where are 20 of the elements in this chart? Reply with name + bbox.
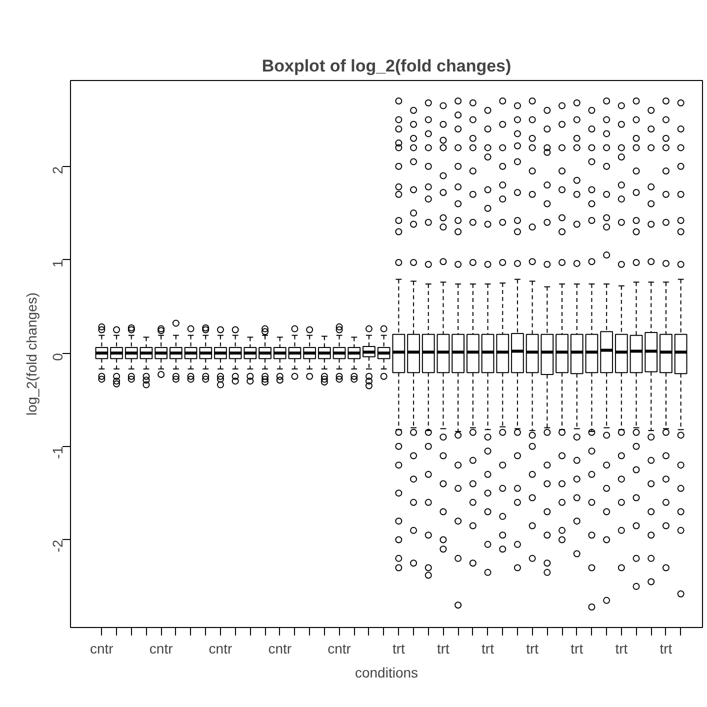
y-tick-label: -2	[50, 540, 66, 552]
y-tick-label: -1	[50, 446, 66, 459]
x-tick-label: cntr	[149, 640, 174, 656]
x-tick-label: cntr	[268, 640, 292, 656]
x-tick-label: trt	[482, 640, 494, 656]
x-tick-label: cntr	[90, 640, 114, 656]
chart-title: Boxplot of log_2(fold changes)	[262, 56, 512, 76]
x-tick-label: trt	[570, 640, 584, 656]
x-tick-label: cntr	[208, 640, 232, 656]
y-axis-title: log_2(fold changes)	[24, 292, 40, 416]
x-tick-label: trt	[526, 640, 539, 656]
y-tick-label: 1	[50, 260, 66, 268]
x-axis-title: conditions	[354, 664, 418, 680]
x-tick-label: trt	[392, 640, 406, 656]
x-tick-label: trt	[660, 640, 672, 656]
y-tick-label: 2	[50, 166, 66, 174]
x-tick-label: trt	[437, 640, 450, 656]
x-tick-label: cntr	[328, 640, 352, 656]
x-tick-label: trt	[615, 640, 628, 656]
y-tick-label: 0	[50, 352, 66, 361]
